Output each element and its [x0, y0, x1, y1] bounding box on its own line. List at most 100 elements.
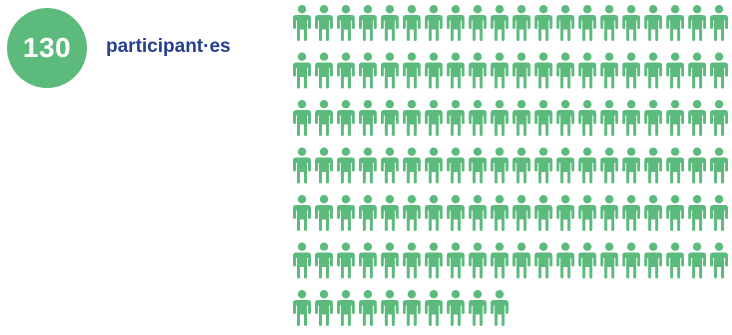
person-icon	[446, 290, 465, 326]
person-icon	[380, 290, 399, 326]
person-icon	[688, 100, 707, 136]
person-icon	[380, 5, 399, 41]
person-icon	[512, 195, 531, 231]
person-icon	[446, 242, 465, 279]
person-icon	[293, 242, 311, 279]
person-icon	[446, 195, 465, 231]
person-icon	[512, 100, 531, 136]
person-icon	[490, 242, 509, 279]
person-icon	[336, 5, 355, 41]
person-icon	[578, 147, 597, 184]
person-icon	[578, 242, 597, 279]
person-icon	[358, 5, 377, 41]
person-icon	[293, 100, 311, 136]
person-icon	[424, 195, 443, 231]
person-icon	[534, 147, 553, 184]
person-icon	[490, 5, 509, 41]
person-icon	[468, 290, 487, 326]
person-icon	[358, 242, 377, 279]
person-icon	[490, 100, 509, 136]
person-icon	[710, 195, 729, 231]
person-icon	[710, 5, 729, 41]
person-icon	[644, 195, 663, 231]
person-icon	[622, 100, 641, 136]
person-icon	[293, 195, 311, 231]
person-icon	[314, 147, 333, 184]
participant-count-label: participant·es	[106, 36, 231, 57]
person-icon	[336, 290, 355, 326]
person-icon	[402, 52, 421, 89]
person-icon	[424, 290, 443, 326]
person-icon	[490, 147, 509, 184]
person-pictogram	[293, 5, 729, 326]
person-icon	[468, 195, 487, 231]
person-icon	[710, 242, 729, 279]
person-icon	[402, 195, 421, 231]
person-icon	[468, 100, 487, 136]
person-icon	[578, 52, 597, 89]
person-icon	[468, 52, 487, 89]
person-icon	[358, 147, 377, 184]
person-icon	[666, 147, 685, 184]
person-icon	[556, 195, 575, 231]
person-icon	[600, 147, 619, 184]
person-icon	[402, 147, 421, 184]
person-icon	[424, 147, 443, 184]
participant-count: 130	[22, 32, 72, 63]
person-icon	[468, 5, 487, 41]
person-icon	[710, 52, 729, 89]
person-icon	[688, 195, 707, 231]
person-icon	[314, 290, 333, 326]
person-icon	[600, 195, 619, 231]
person-icon	[688, 5, 707, 41]
person-icon	[336, 52, 355, 89]
person-icon	[424, 5, 443, 41]
person-icon	[666, 195, 685, 231]
person-icon	[622, 5, 641, 41]
person-icon	[688, 52, 707, 89]
person-icon	[556, 147, 575, 184]
person-icon	[644, 5, 663, 41]
person-icon	[534, 100, 553, 136]
person-icon	[512, 52, 531, 89]
person-icon	[380, 242, 399, 279]
person-icon	[644, 52, 663, 89]
person-icon	[380, 195, 399, 231]
person-icon	[314, 5, 333, 41]
person-icon	[314, 100, 333, 136]
person-icon	[556, 100, 575, 136]
person-icon	[358, 195, 377, 231]
person-icon	[293, 52, 311, 89]
person-icon	[446, 100, 465, 136]
person-icon	[578, 5, 597, 41]
person-icon	[622, 195, 641, 231]
person-icon	[622, 147, 641, 184]
person-icon	[534, 242, 553, 279]
person-icon	[446, 5, 465, 41]
person-icon	[380, 100, 399, 136]
person-icon	[534, 195, 553, 231]
person-icon	[402, 100, 421, 136]
person-icon	[622, 52, 641, 89]
person-icon	[534, 52, 553, 89]
person-icon	[336, 147, 355, 184]
person-icon	[424, 100, 443, 136]
person-icon	[644, 100, 663, 136]
person-icon	[424, 52, 443, 89]
person-icon	[710, 100, 729, 136]
person-icon	[293, 5, 311, 41]
person-icon	[556, 242, 575, 279]
person-icon	[336, 100, 355, 136]
person-icon	[336, 242, 355, 279]
person-icon	[688, 147, 707, 184]
person-icon	[710, 147, 729, 184]
person-icon	[666, 5, 685, 41]
person-icon	[578, 100, 597, 136]
person-icon	[314, 195, 333, 231]
person-icon	[666, 52, 685, 89]
person-icon	[490, 290, 509, 326]
person-icon	[600, 52, 619, 89]
person-icon	[446, 52, 465, 89]
person-icon	[666, 100, 685, 136]
